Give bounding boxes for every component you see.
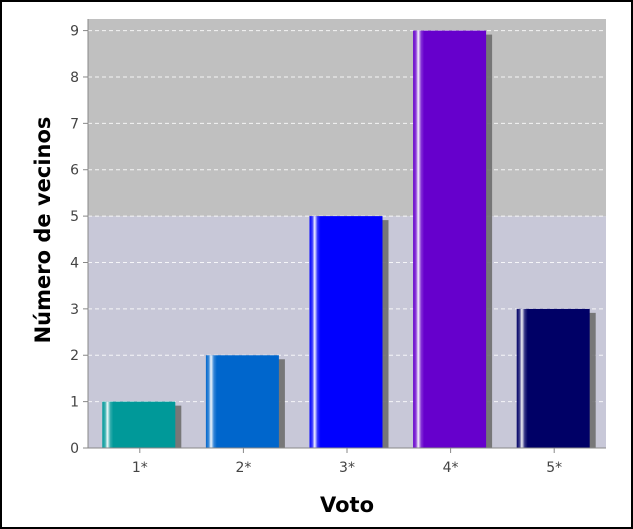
x-tick-label: 1* <box>132 460 148 476</box>
x-tick-label: 4* <box>443 460 459 476</box>
bar-highlight-2 <box>205 355 279 448</box>
bar-highlight-4 <box>413 30 487 448</box>
y-axis: 0 1 2 3 4 5 6 7 8 9 <box>70 19 89 457</box>
y-axis-title: Número de vecinos <box>31 117 55 344</box>
y-tick-label: 3 <box>70 302 79 318</box>
y-tick-label: 4 <box>70 255 79 271</box>
bar-highlight-3 <box>309 216 383 448</box>
y-tick-label: 9 <box>70 24 79 40</box>
bar-highlight-1 <box>102 401 176 448</box>
y-tick-label: 8 <box>70 70 79 86</box>
x-axis: 1* 2* 3* 4* 5* <box>88 447 606 476</box>
x-tick-label: 3* <box>339 460 355 476</box>
y-tick-label: 6 <box>70 163 79 179</box>
y-tick-label: 5 <box>70 209 79 225</box>
x-tick-label: 2* <box>235 460 251 476</box>
y-tick-label: 0 <box>70 441 79 457</box>
x-axis-title: Voto <box>320 493 374 517</box>
background-band-2 <box>88 19 606 217</box>
y-tick-label: 2 <box>70 348 79 364</box>
bar-highlight-5 <box>516 308 590 448</box>
y-tick-label: 7 <box>70 116 79 132</box>
bars <box>102 30 590 448</box>
y-tick-label: 1 <box>70 395 79 411</box>
x-tick-label: 5* <box>546 460 562 476</box>
